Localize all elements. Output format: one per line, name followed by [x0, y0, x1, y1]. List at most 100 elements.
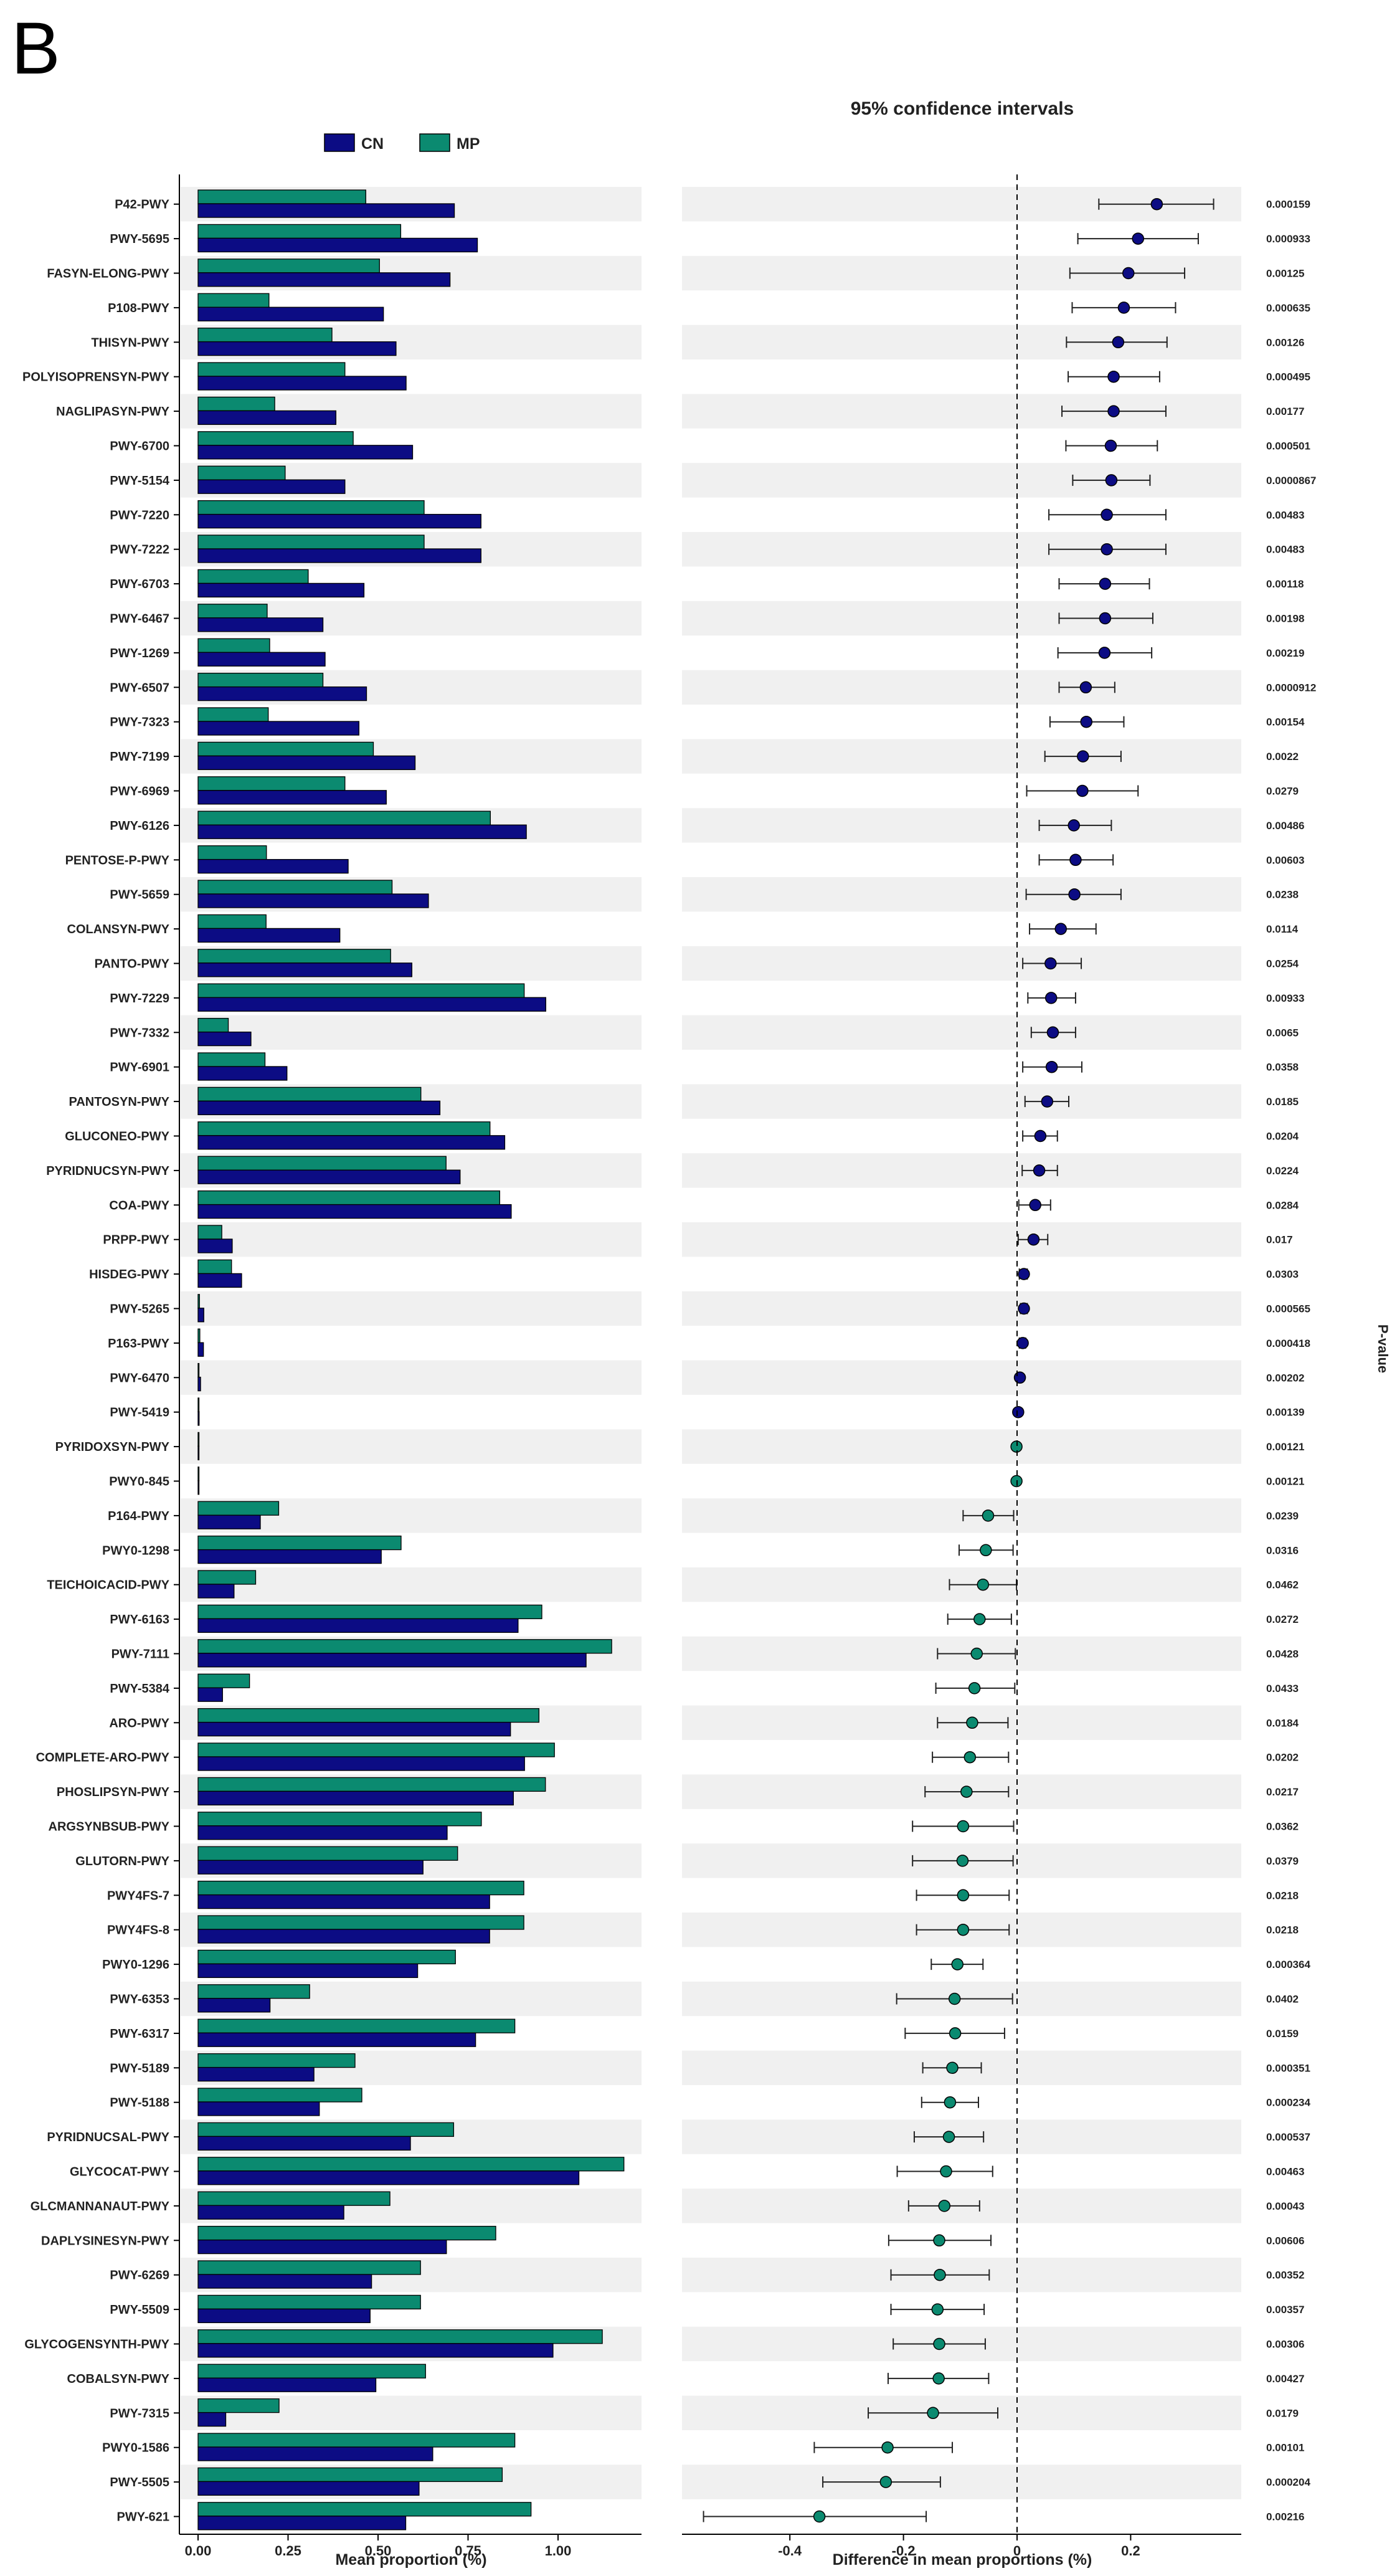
- bar-cn: [197, 1376, 201, 1392]
- category-label: PANTOSYN-PWY: [69, 1095, 170, 1109]
- bar-mp: [197, 1225, 222, 1240]
- p-value-label: 0.0254: [1266, 958, 1299, 970]
- p-value-label: 0.00126: [1266, 336, 1304, 348]
- p-value-label: 0.0184: [1266, 1717, 1299, 1729]
- bar-mp: [197, 672, 324, 688]
- ci-point: [1150, 197, 1163, 211]
- ci-point: [942, 2131, 955, 2143]
- category-label: PWY-7199: [110, 750, 169, 764]
- ci-point: [1101, 543, 1113, 556]
- bar-mp: [197, 431, 354, 446]
- category-label: PWY-6703: [110, 577, 169, 591]
- p-value-label: 0.0362: [1266, 1821, 1299, 1833]
- row-band: [682, 739, 1241, 774]
- row-bands: [181, 187, 1241, 2499]
- ci-point: [933, 2337, 945, 2350]
- bar-cn: [197, 2032, 476, 2047]
- p-value-label: 0.00352: [1266, 2269, 1304, 2281]
- ci-point: [934, 2268, 946, 2281]
- bar-cn: [197, 1135, 506, 1150]
- category-label: COA-PWY: [109, 1199, 169, 1212]
- p-value-label: 0.0462: [1266, 1579, 1299, 1591]
- bar-mp: [197, 1052, 266, 1067]
- bar-mp: [197, 1915, 524, 1930]
- bar-mp: [197, 569, 309, 584]
- category-label: THISYN-PWY: [91, 336, 169, 349]
- p-value-label: 0.0000912: [1266, 682, 1316, 693]
- row-band: [181, 1015, 642, 1050]
- category-label: PWY-6269: [110, 2269, 169, 2283]
- row-band: [682, 601, 1241, 636]
- category-label: GLYCOGENSYNTH-PWY: [24, 2338, 169, 2352]
- bar-mp: [197, 983, 525, 998]
- category-label: PYRIDNUCSYN-PWY: [46, 1164, 169, 1178]
- ci-chart: 0.000159 0.000933 0.00125 0.000635 0.00126 0.…: [682, 174, 1316, 2559]
- p-value-label: 0.0204: [1266, 1131, 1299, 1143]
- bar-cn: [197, 307, 384, 321]
- category-label: ARGSYNBSUB-PWY: [49, 1820, 170, 1834]
- category-label: PWY0-1296: [102, 1958, 169, 1972]
- bar-mp: [197, 535, 425, 549]
- category-label: P164-PWY: [108, 1509, 170, 1523]
- p-value-label: 0.0379: [1266, 1855, 1299, 1867]
- bar-cn: [197, 2274, 372, 2289]
- bar-mp: [197, 2225, 496, 2241]
- category-label: PWY-7332: [110, 1026, 169, 1040]
- category-label: COMPLETE-ARO-PWY: [36, 1751, 170, 1765]
- bar-mp: [197, 845, 267, 860]
- p-value-label: 0.0022: [1266, 751, 1299, 763]
- bar-cn: [197, 2239, 447, 2255]
- bar-x-tick-label: 1.00: [545, 2543, 572, 2559]
- p-value-label: 0.0316: [1266, 1544, 1299, 1556]
- bar-mp: [197, 1156, 447, 1171]
- p-value-label: 0.000364: [1266, 1959, 1310, 1970]
- p-value-label: 0.00121: [1266, 1441, 1304, 1453]
- bar-cn: [197, 1998, 271, 2013]
- ci-point: [1034, 1129, 1047, 1143]
- category-label: DAPLYSINESYN-PWY: [41, 2234, 170, 2248]
- p-value-label: 0.017: [1266, 1234, 1293, 1246]
- ci-point: [1044, 957, 1057, 970]
- bar-mp: [197, 327, 333, 343]
- ci-point: [1101, 508, 1113, 521]
- bar-mp: [197, 189, 366, 204]
- ci-point: [933, 2234, 945, 2247]
- bar-x-tick-label: 0.75: [455, 2543, 481, 2559]
- category-label: PENTOSE-P-PWY: [65, 853, 170, 867]
- legend-label-mp: MP: [457, 135, 480, 153]
- ci-point: [1013, 1371, 1026, 1384]
- p-value-label: 0.00483: [1266, 509, 1304, 521]
- row-band: [181, 1291, 642, 1326]
- bar-mp: [197, 2433, 516, 2448]
- ci-point: [1068, 819, 1080, 832]
- category-label: PWY-6507: [110, 681, 169, 695]
- bar-cn: [197, 1445, 200, 1461]
- category-label: ARO-PWY: [109, 1716, 169, 1730]
- bar-cn: [197, 2101, 320, 2116]
- p-value-label: 0.00154: [1266, 716, 1305, 728]
- bar-cn: [197, 203, 455, 218]
- p-value-label: 0.000159: [1266, 199, 1310, 211]
- bar-cn: [197, 479, 346, 494]
- ci-point: [1041, 1095, 1054, 1108]
- bar-mp: [197, 293, 270, 308]
- ci-x-axis-label: Difference in mean proportions (%): [833, 2551, 1092, 2569]
- row-band: [181, 1429, 642, 1464]
- bar-mp: [197, 1708, 540, 1723]
- bar-mp: [197, 2018, 516, 2033]
- ci-point: [1076, 784, 1089, 797]
- bar-mp: [197, 1121, 491, 1136]
- ci-point: [957, 1923, 970, 1936]
- bar-mp: [197, 1742, 555, 1757]
- row-band: [682, 1222, 1241, 1257]
- bar-mp: [197, 396, 275, 412]
- ci-point: [957, 1889, 970, 1902]
- p-value-label: 0.00125: [1266, 268, 1304, 280]
- legend-label-cn: CN: [361, 135, 384, 153]
- ci-point: [1044, 992, 1058, 1004]
- bar-cn: [197, 686, 367, 701]
- p-value-label: 0.00483: [1266, 544, 1304, 556]
- category-label: PWY-5419: [110, 1406, 169, 1420]
- bar-cn: [197, 1480, 200, 1495]
- category-label: PYRIDNUCSAL-PWY: [47, 2131, 169, 2144]
